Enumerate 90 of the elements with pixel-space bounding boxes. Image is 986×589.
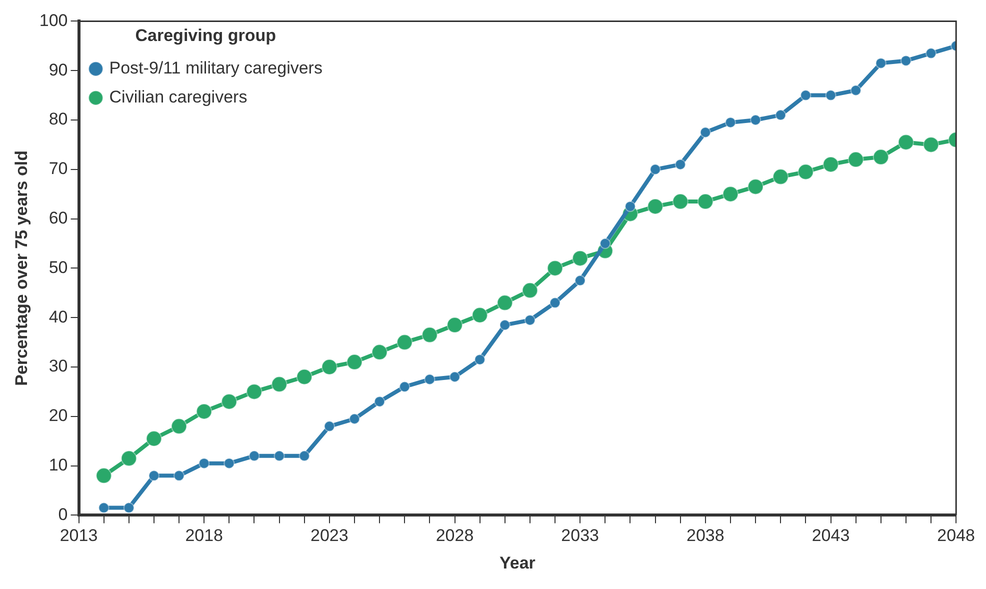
legend-label: Civilian caregivers: [109, 88, 248, 107]
point: [748, 178, 764, 195]
point: [296, 368, 312, 385]
point: [248, 450, 260, 462]
y-tick-label: 20: [48, 406, 68, 426]
point: [120, 450, 137, 466]
point: [396, 334, 413, 350]
point: [446, 317, 463, 334]
x-tick-label: 2048: [937, 526, 976, 546]
y-tick-label: 60: [48, 208, 68, 228]
y-tick-label: 90: [48, 60, 68, 80]
point: [650, 164, 661, 175]
y-tick-label: 80: [48, 110, 68, 129]
point: [274, 450, 285, 462]
point: [674, 158, 686, 170]
point: [624, 200, 636, 212]
point: [399, 381, 410, 392]
point: [474, 354, 486, 366]
point: [822, 156, 839, 172]
point: [898, 134, 914, 150]
point: [926, 48, 937, 59]
point: [298, 450, 310, 462]
point: [171, 418, 188, 434]
point: [348, 413, 360, 424]
point: [496, 294, 513, 311]
point: [772, 168, 789, 185]
point: [374, 396, 386, 408]
point: [321, 359, 338, 375]
point: [424, 374, 436, 385]
point: [372, 344, 388, 360]
point: [672, 194, 688, 210]
point: [900, 55, 912, 66]
x-tick-label: 2038: [686, 526, 724, 546]
point: [422, 326, 438, 343]
x-tick-label: 2033: [561, 526, 600, 546]
point: [550, 297, 561, 308]
y-tick-label: 30: [48, 356, 68, 376]
x-tick-label: 2028: [436, 526, 474, 546]
point: [524, 314, 536, 326]
y-axis-title: Percentage over 75 years old: [12, 150, 31, 386]
point: [221, 394, 238, 410]
point: [875, 58, 886, 69]
point: [271, 376, 288, 392]
point: [850, 84, 862, 96]
x-tick-label: 2043: [812, 526, 850, 546]
point: [547, 260, 564, 276]
point: [98, 502, 110, 514]
x-axis-title: Year: [499, 553, 536, 572]
point: [872, 149, 889, 166]
point: [123, 502, 134, 514]
point: [522, 282, 538, 298]
point: [472, 307, 488, 324]
point: [499, 320, 510, 331]
point: [196, 403, 212, 420]
point: [346, 354, 362, 370]
legend-label: Post-9/11 military caregivers: [109, 58, 322, 78]
point: [148, 470, 160, 482]
point: [800, 90, 812, 101]
y-tick-label: 100: [39, 10, 68, 30]
point: [146, 430, 162, 447]
y-tick-label: 40: [48, 307, 68, 326]
point: [174, 470, 185, 482]
point: [572, 250, 588, 266]
point: [449, 371, 460, 382]
point: [722, 186, 738, 202]
x-tick-label: 2023: [310, 526, 348, 546]
point: [825, 90, 836, 101]
point: [697, 194, 714, 210]
point: [923, 136, 940, 153]
point: [647, 198, 664, 214]
point: [750, 114, 762, 126]
y-tick-label: 0: [58, 504, 68, 524]
legend-title: Caregiving group: [135, 26, 276, 46]
point: [724, 116, 736, 128]
x-tick-label: 2018: [185, 526, 224, 546]
point: [224, 458, 235, 469]
point: [198, 458, 210, 469]
point: [96, 468, 112, 484]
point: [798, 164, 814, 180]
point: [700, 126, 711, 138]
point: [775, 110, 786, 121]
y-tick-label: 10: [48, 455, 68, 474]
point: [600, 238, 611, 249]
y-tick-label: 70: [48, 159, 68, 178]
point: [324, 420, 335, 432]
y-tick-label: 50: [48, 258, 68, 277]
point: [848, 152, 864, 168]
point: [246, 384, 262, 400]
x-tick-label: 2013: [60, 526, 98, 546]
point: [574, 275, 586, 286]
